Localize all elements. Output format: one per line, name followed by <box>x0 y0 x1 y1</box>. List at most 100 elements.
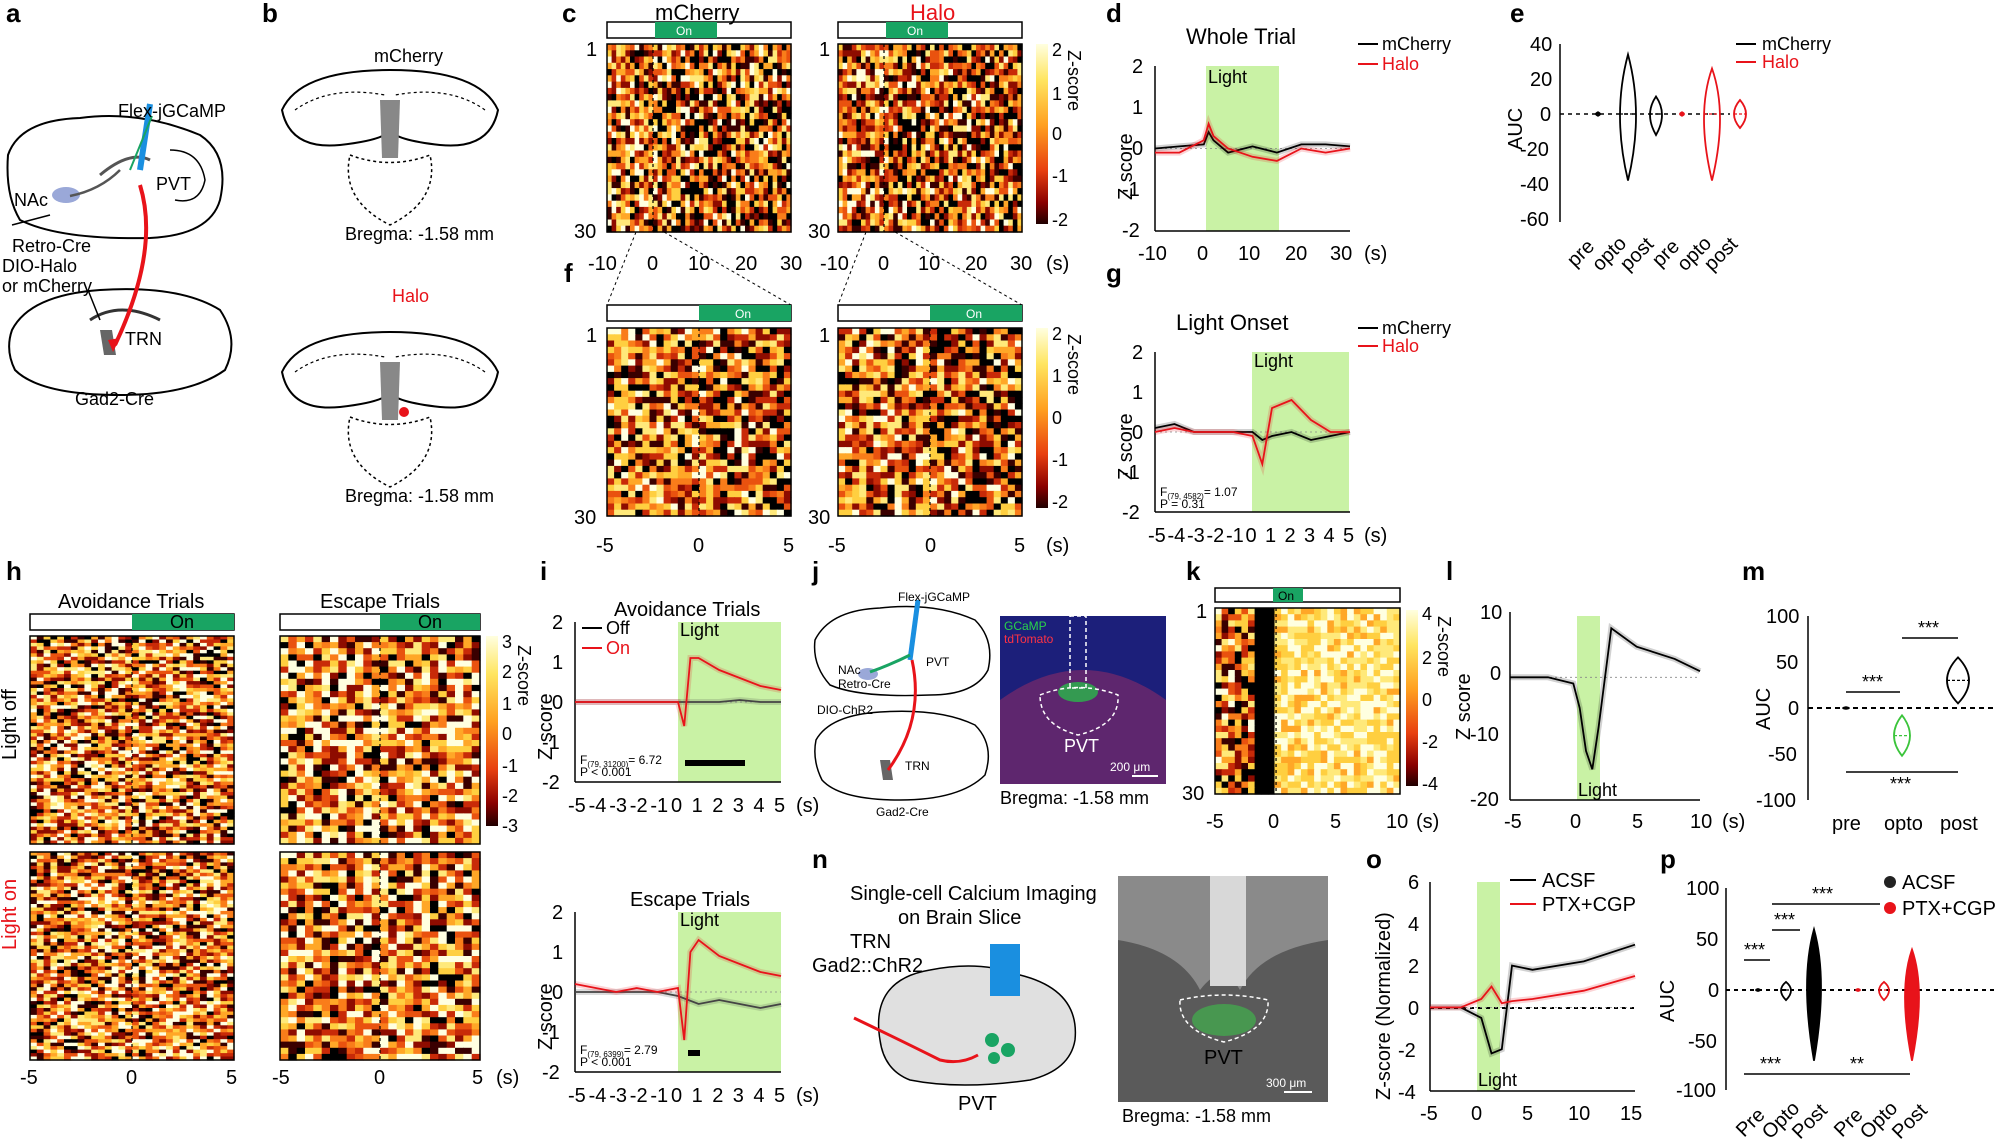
heatmap-cell <box>706 472 714 479</box>
heatmap-cell <box>740 156 746 164</box>
heatmap-cell <box>152 708 160 713</box>
heatmap-cell <box>666 125 672 133</box>
heatmap-cell <box>1008 69 1014 76</box>
heatmap-cell <box>957 125 963 133</box>
heatmap-cell <box>662 81 668 89</box>
heatmap-cell <box>957 112 963 120</box>
heatmap-cell <box>159 674 167 679</box>
heatmap-cell <box>1000 409 1009 417</box>
heatmap-cell <box>731 106 737 114</box>
heatmap-cell <box>614 415 622 423</box>
heatmap-cell <box>717 69 723 76</box>
heatmap-cell <box>634 69 640 76</box>
heatmap-cell <box>657 169 663 177</box>
heatmap-cell <box>783 371 792 379</box>
heatmap-cell <box>980 94 986 101</box>
heatmap-cell <box>1000 440 1009 448</box>
heatmap-cell <box>777 131 783 139</box>
heatmap-cell <box>880 334 889 342</box>
heatmap-cell <box>880 403 889 411</box>
heatmap-cell <box>856 138 862 145</box>
heatmap-cell <box>748 478 757 486</box>
heatmap-cell <box>138 656 147 661</box>
heatmap-cell <box>874 163 880 170</box>
heatmap-cell <box>734 447 743 454</box>
panel-letter-n: n <box>812 844 828 874</box>
heatmap-cell <box>748 365 757 373</box>
heatmap-cell <box>616 156 622 164</box>
heatmap-cell <box>930 472 938 479</box>
heatmap-cell <box>986 503 995 511</box>
heatmap-cell <box>901 334 910 342</box>
heatmap-cell <box>971 81 977 89</box>
heatmap-cell <box>1003 225 1009 233</box>
heatmap-cell <box>663 359 672 367</box>
heatmap-cell <box>50 670 58 675</box>
heatmap-cell <box>1000 434 1009 442</box>
heatmap-cell <box>976 131 982 139</box>
heatmap-cell <box>965 428 974 436</box>
heatmap-cell <box>762 353 771 360</box>
heatmap-cell <box>77 726 85 731</box>
heatmap-cell <box>84 694 92 699</box>
heatmap-cell <box>703 62 709 70</box>
heatmap-cell <box>777 75 783 83</box>
heatmap-cell <box>145 701 153 706</box>
heatmap-cell <box>648 69 654 76</box>
heatmap-cell <box>845 478 853 486</box>
heatmap-cell <box>979 447 988 454</box>
heatmap-cell <box>70 715 79 720</box>
heatmap-cell <box>930 497 938 505</box>
heatmap-cell <box>873 440 882 448</box>
heatmap-cell <box>880 440 889 448</box>
heatmap-cell <box>934 144 940 152</box>
heatmap-cell <box>708 81 714 89</box>
heatmap-cell <box>999 62 1005 70</box>
heatmap-cell <box>699 119 705 127</box>
heatmap-cell <box>965 328 974 335</box>
heatmap-cell <box>220 663 228 668</box>
heatmap-cell <box>694 44 700 51</box>
heatmap-cell <box>676 206 682 214</box>
heatmap-cell <box>870 219 876 227</box>
heatmap-cell <box>870 213 876 221</box>
heatmap-cell <box>866 359 874 367</box>
heatmap-cell <box>676 62 682 70</box>
heatmap-cell <box>727 353 735 360</box>
heatmap-cell <box>694 163 700 170</box>
heatmap-cell <box>77 694 85 699</box>
heatmap-cell <box>979 465 988 473</box>
heatmap-cell <box>620 200 626 208</box>
heatmap-cell <box>193 701 201 706</box>
heatmap-cell <box>152 656 160 661</box>
heatmap-cell <box>621 422 629 429</box>
heatmap-cell <box>915 503 924 511</box>
heatmap-cell <box>213 719 221 724</box>
heatmap-cell <box>957 56 963 64</box>
heatmap-cell <box>781 169 787 177</box>
heatmap-cell <box>847 213 853 221</box>
heatmap-cell <box>930 169 936 177</box>
heatmap-cell <box>939 138 945 145</box>
heatmap-cell <box>656 484 665 492</box>
heatmap-cell <box>200 705 208 710</box>
heatmap-cell <box>699 150 705 158</box>
heatmap-cell <box>30 667 38 672</box>
heatmap-cell <box>200 729 208 734</box>
heatmap-cell <box>951 378 959 385</box>
heatmap-cell <box>769 440 778 448</box>
heatmap-cell <box>220 677 228 682</box>
heatmap-cell <box>993 497 1002 505</box>
heatmap-cell <box>979 409 988 417</box>
heatmap-cell <box>159 733 167 738</box>
heatmap-cell <box>648 219 654 227</box>
heatmap-cell <box>735 150 741 158</box>
heatmap-cell <box>125 636 133 641</box>
heatmap-cell <box>643 225 649 233</box>
heatmap-cell <box>77 681 85 686</box>
heatmap-cell <box>722 194 728 202</box>
heatmap-cell <box>118 705 126 710</box>
heatmap-cell <box>727 378 735 385</box>
heatmap-cell <box>677 509 686 517</box>
heatmap-cell <box>763 87 769 95</box>
